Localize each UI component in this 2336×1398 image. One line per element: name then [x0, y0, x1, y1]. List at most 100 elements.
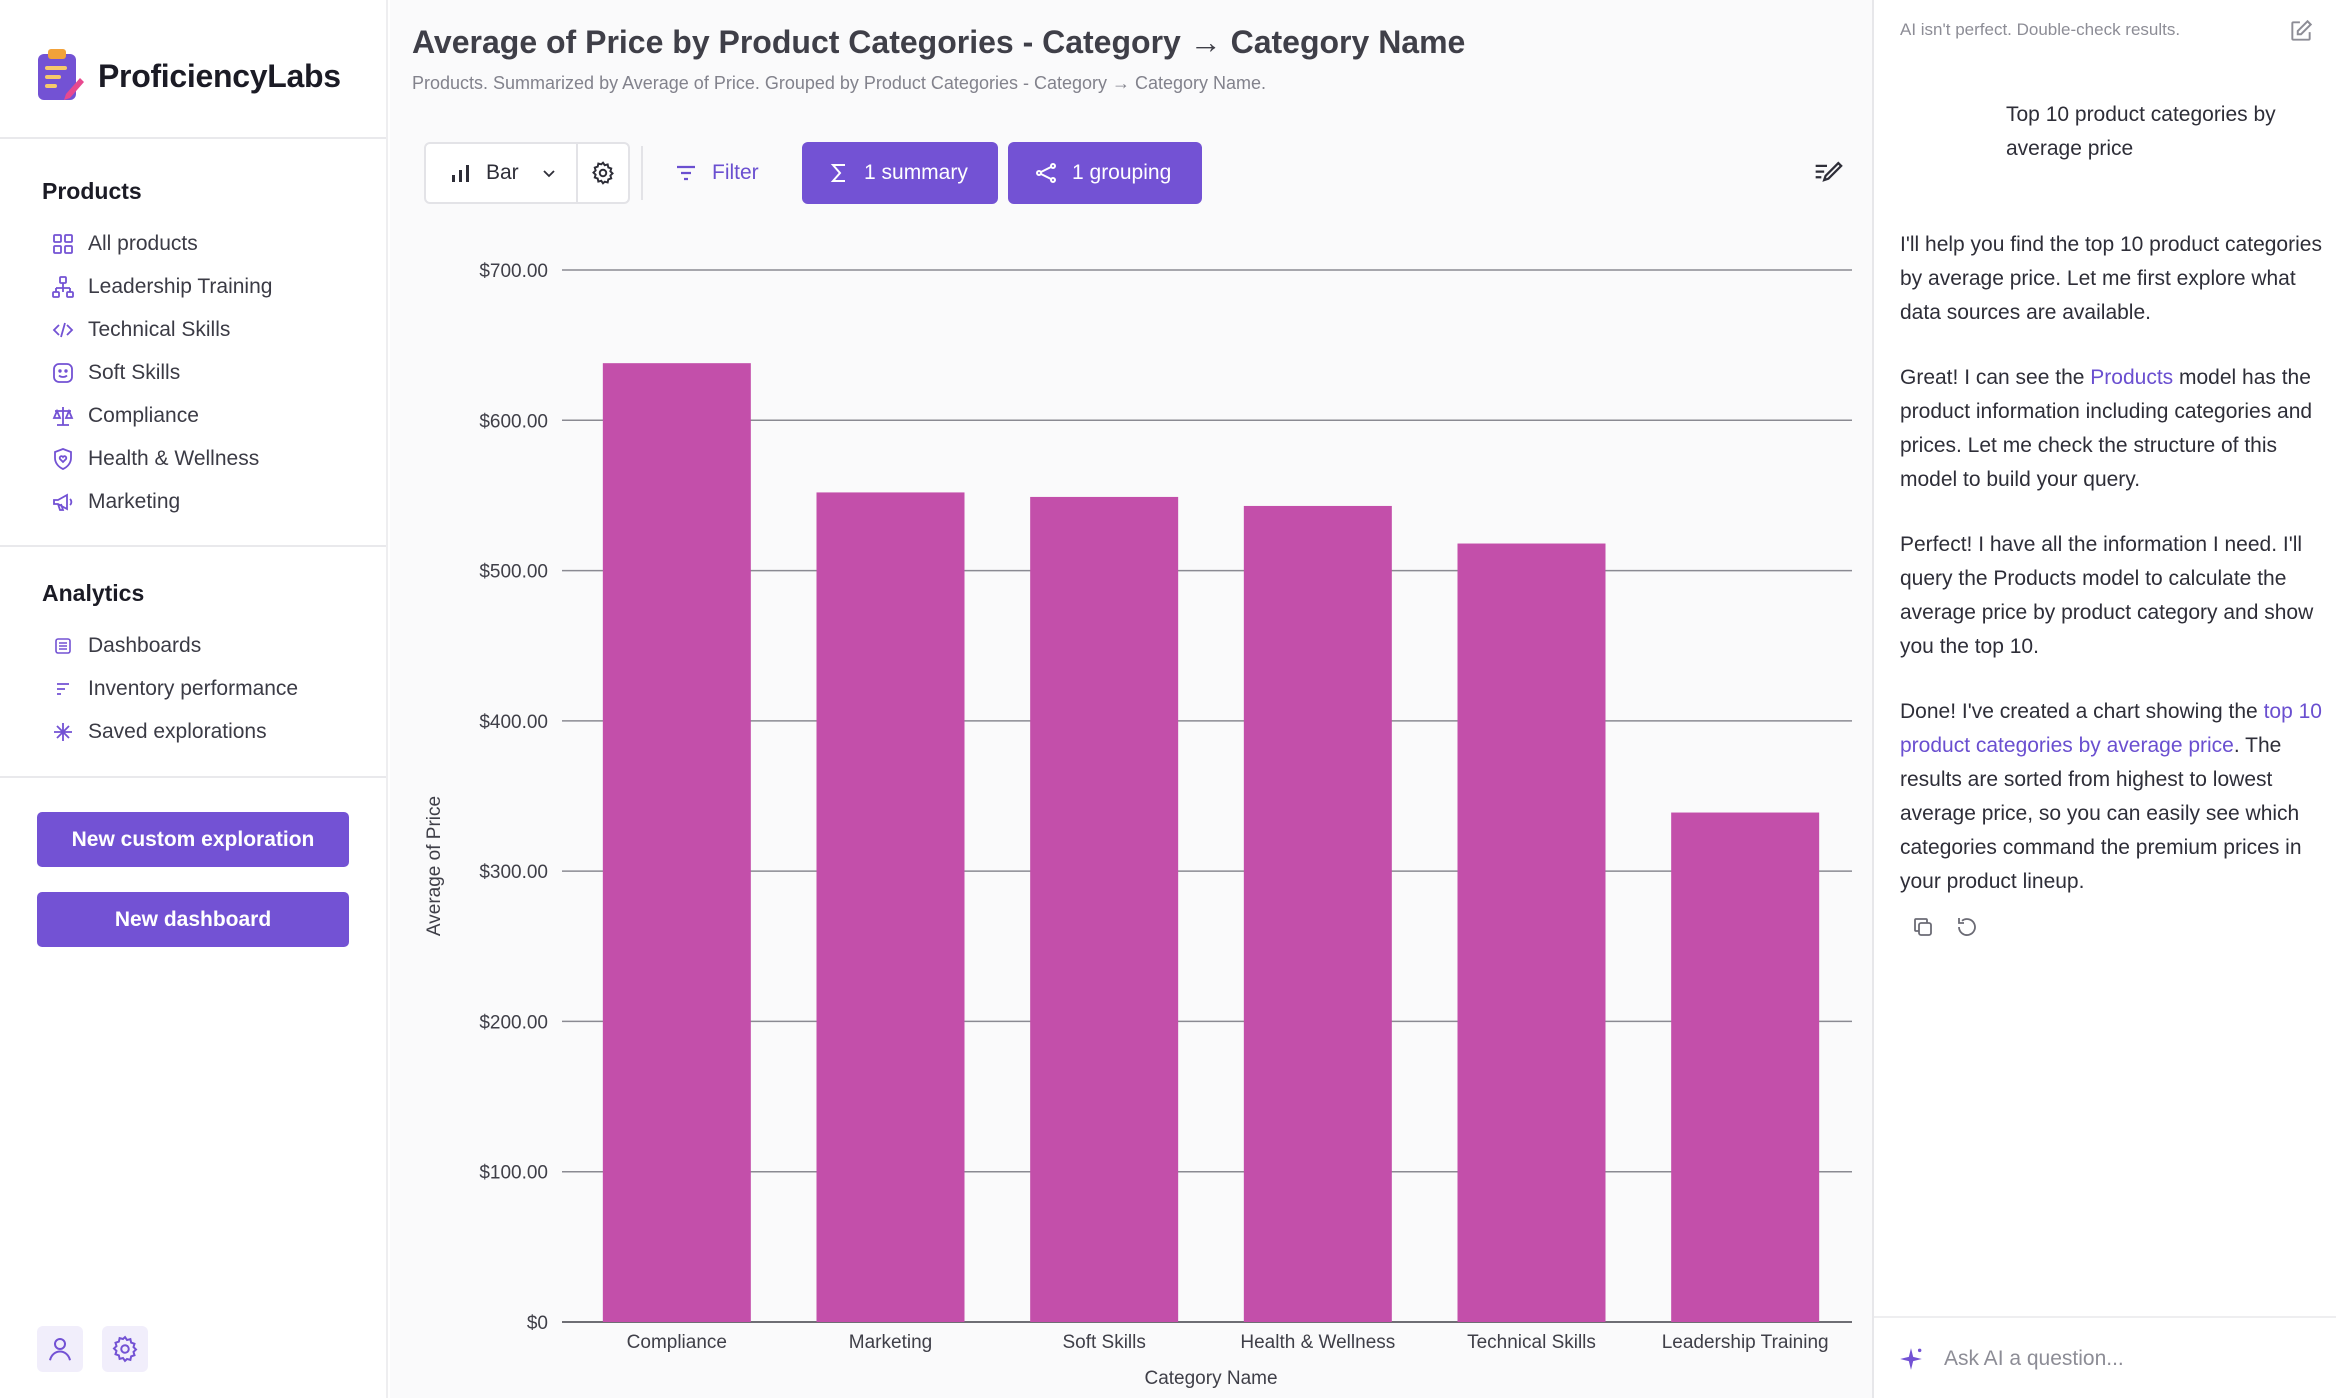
sidebar-item-health-wellness[interactable]: Health & Wellness [48, 437, 272, 480]
grouping-label: 1 grouping [1072, 161, 1172, 184]
sidebar-item-label: Inventory performance [88, 676, 299, 700]
x-tick-label: Health & Wellness [1240, 1332, 1395, 1353]
bar [1457, 543, 1606, 1322]
x-tick-label: Compliance [627, 1332, 727, 1353]
sidebar-item-marketing[interactable]: Marketing [48, 480, 272, 523]
dashboard-icon [48, 631, 78, 661]
y-axis-label: Average of Price [424, 796, 445, 936]
y-tick-label: $200.00 [479, 1012, 548, 1033]
sidebar-item-label: Dashboards [88, 633, 202, 657]
edit-notebook-icon[interactable] [1810, 156, 1844, 190]
chart-result-link[interactable]: top 10 product categories by average pri… [1900, 700, 2322, 757]
ai-message-text: model has the product information includ… [1900, 366, 2313, 491]
bar [1243, 505, 1392, 1322]
new-chat-icon[interactable] [2288, 18, 2314, 44]
x-tick-label: Soft Skills [1062, 1332, 1145, 1353]
sidebar-item-label: Marketing [88, 489, 181, 513]
user-profile-button[interactable] [37, 1326, 83, 1372]
grouping-icon [1036, 163, 1056, 183]
sidebar-item-inventory-performance[interactable]: Inventory performance [48, 667, 298, 710]
ai-message-4: Done! I've created a chart showing the t… [1900, 695, 2324, 899]
refresh-icon [1958, 918, 1976, 936]
analytics-nav-list: Dashboards Inventory performance Saved e… [48, 624, 298, 753]
sidebar-item-label: Technical Skills [88, 317, 231, 341]
chart-type-control: Bar [424, 142, 630, 204]
sidebar-item-label: Leadership Training [88, 274, 273, 298]
page-title: Average of Price by Product Categories -… [412, 24, 1466, 60]
new-custom-exploration-button[interactable]: New custom exploration [37, 812, 349, 867]
filter-label: Filter [712, 161, 759, 184]
analytics-heading: Analytics [42, 580, 145, 606]
sidebar-item-label: Soft Skills [88, 360, 181, 384]
page-subtitle: Products. Summarized by Average of Price… [412, 73, 1267, 93]
scale-icon [48, 401, 78, 431]
sidebar-divider [0, 137, 386, 139]
bar-chart-icon [452, 165, 469, 182]
ai-message-text: . The results are sorted from highest to… [1900, 734, 2302, 893]
settings-button[interactable] [102, 1326, 148, 1372]
sidebar-item-label: Health & Wellness [88, 446, 260, 470]
megaphone-icon [48, 487, 78, 517]
clipboard-logo-icon [38, 49, 84, 100]
sidebar-item-label: Saved explorations [88, 719, 267, 743]
brand[interactable]: ProficiencyLabs [36, 48, 341, 104]
bar [816, 492, 965, 1322]
y-tick-label: $300.00 [479, 862, 548, 883]
grouping-button[interactable]: 1 grouping [1008, 142, 1202, 204]
code-icon [48, 315, 78, 345]
smile-icon [48, 358, 78, 388]
sidebar-item-leadership-training[interactable]: Leadership Training [48, 265, 272, 308]
chart-settings-button[interactable] [578, 144, 628, 202]
bar [1671, 812, 1820, 1322]
x-tick-label: Technical Skills [1467, 1332, 1596, 1353]
filter-button[interactable]: Filter [674, 142, 759, 204]
copy-button[interactable] [1908, 912, 1938, 942]
brand-name: ProficiencyLabs [98, 57, 341, 94]
ai-message-2: Great! I can see the Products model has … [1900, 361, 2324, 497]
retry-button[interactable] [1952, 912, 1982, 942]
summary-label: 1 summary [864, 161, 968, 184]
sidebar-item-all-products[interactable]: All products [48, 222, 272, 265]
sidebar-item-compliance[interactable]: Compliance [48, 394, 272, 437]
x-axis-label: Category Name [1144, 1368, 1277, 1389]
sidebar-item-technical-skills[interactable]: Technical Skills [48, 308, 272, 351]
ai-assistant-panel: AI isn't perfect. Double-check results. … [1872, 0, 2336, 1398]
hierarchy-icon [48, 272, 78, 302]
bar-chart: $0 $100.00 $200.00 $300.00 $400.00 $500.00 $60… [424, 261, 1852, 1389]
sidebar-divider [0, 545, 386, 547]
sidebar-item-dashboards[interactable]: Dashboards [48, 624, 298, 667]
user-icon [49, 1338, 71, 1361]
sidebar-divider [0, 776, 386, 778]
new-dashboard-button[interactable]: New dashboard [37, 892, 349, 947]
chart-type-dropdown[interactable]: Bar [426, 144, 578, 202]
products-nav-list: All products Leadership Training Technic… [48, 222, 272, 523]
summary-button[interactable]: 1 summary [802, 142, 998, 204]
sigma-icon [830, 164, 845, 182]
y-tick-label: $600.00 [479, 411, 548, 432]
sparkle-icon [48, 717, 78, 747]
ai-question-input[interactable] [1944, 1336, 2314, 1382]
ai-message-actions [1908, 912, 1996, 942]
products-model-link[interactable]: Products [2090, 366, 2174, 389]
filter-icon [677, 165, 695, 181]
x-tick-label: Leadership Training [1662, 1332, 1829, 1353]
bar [1030, 496, 1179, 1323]
ai-message-text: Great! I can see the [1900, 366, 2091, 389]
lines-icon [48, 674, 78, 704]
y-tick-label: $100.00 [479, 1163, 548, 1184]
gear-icon [592, 161, 614, 185]
grid-icon [48, 229, 78, 259]
y-tick-label: $500.00 [479, 562, 548, 583]
user-prompt-message: Top 10 product categories by average pri… [2006, 103, 2276, 160]
toolbar-divider [641, 146, 643, 200]
chart-type-label: Bar [486, 161, 519, 184]
ai-message-text: Done! I've created a chart showing the [1900, 700, 2264, 723]
shield-heart-icon [48, 444, 78, 474]
sidebar-item-saved-explorations[interactable]: Saved explorations [48, 710, 298, 753]
sidebar-item-soft-skills[interactable]: Soft Skills [48, 351, 272, 394]
ai-message-1: I'll help you find the top 10 product ca… [1900, 233, 2322, 324]
query-toolbar: Bar Filter 1 summary 1 grouping [424, 142, 1844, 204]
sidebar: ProficiencyLabs Products All products Le… [0, 0, 388, 1398]
bar [602, 363, 751, 1322]
gear-icon [112, 1335, 138, 1363]
